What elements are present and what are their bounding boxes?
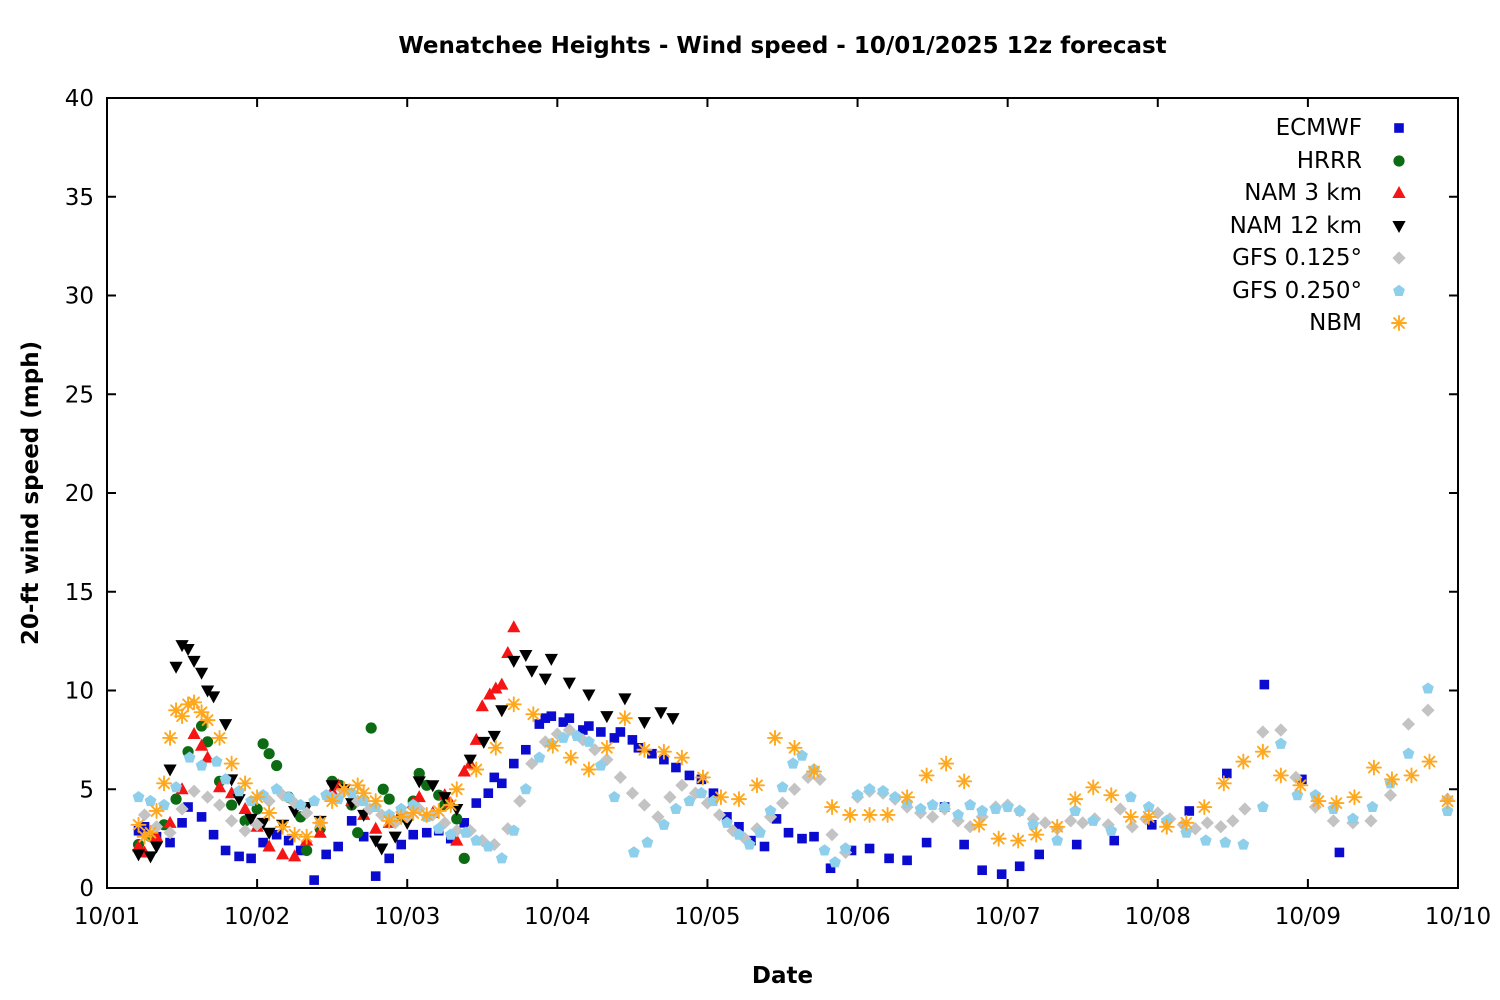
x-axis-ticks: 10/01 10/02 10/03 10/04 10/05 10/06 10/07 10/08… — [74, 98, 1491, 930]
legend: ECMWF HRRR NAM 3 km NAM 12 km GFS 0.125° GFS … — [1230, 112, 1412, 340]
chart-title: Wenatchee Heights - Wind speed - 10/01/2… — [398, 33, 1167, 59]
x-tick-label: 10/07 — [975, 904, 1041, 930]
legend-entry-ecmwf: ECMWF — [1230, 112, 1412, 145]
legend-entry-gfs-0-125: GFS 0.125° — [1230, 242, 1412, 275]
x-tick-label: 10/05 — [674, 904, 740, 930]
legend-label-gfs-0-250: GFS 0.250° — [1232, 277, 1362, 304]
legend-entry-nbm: NBM — [1230, 307, 1412, 340]
legend-entry-gfs-0-250: GFS 0.250° — [1230, 275, 1412, 308]
x-tick-label: 10/01 — [74, 904, 140, 930]
y-axis-ticks: 0 5 10 15 20 25 30 35 40 — [65, 86, 1458, 902]
x-tick-label: 10/03 — [374, 904, 440, 930]
x-tick-label: 10/10 — [1425, 904, 1491, 930]
series-nam-12-km — [131, 640, 680, 864]
series-ecmwf — [133, 679, 1345, 885]
y-tick-label: 40 — [65, 86, 94, 112]
y-tick-label: 10 — [65, 679, 94, 705]
legend-marker-asterisk-icon — [1386, 310, 1412, 336]
legend-marker-triangle-down-icon — [1386, 213, 1412, 239]
legend-label-nam-12-km: NAM 12 km — [1229, 212, 1362, 239]
legend-label-nam-3-km: NAM 3 km — [1244, 180, 1362, 207]
legend-label-gfs-0-125: GFS 0.125° — [1232, 245, 1362, 272]
y-tick-label: 35 — [65, 185, 94, 211]
x-tick-label: 10/02 — [224, 904, 290, 930]
legend-entry-hrrr: HRRR — [1230, 145, 1412, 178]
legend-marker-diamond-icon — [1386, 245, 1412, 271]
legend-marker-circle-icon — [1386, 148, 1412, 174]
legend-marker-triangle-up-icon — [1386, 180, 1412, 206]
y-tick-label: 30 — [65, 284, 94, 310]
legend-marker-pentagon-icon — [1386, 278, 1412, 304]
legend-marker-square-icon — [1386, 115, 1412, 141]
y-tick-label: 0 — [79, 876, 94, 902]
x-axis-label: Date — [751, 963, 814, 989]
legend-label-ecmwf: ECMWF — [1275, 115, 1362, 142]
legend-label-hrrr: HRRR — [1296, 147, 1362, 174]
y-tick-label: 15 — [65, 580, 94, 606]
y-tick-label: 20 — [65, 481, 94, 507]
x-tick-label: 10/06 — [824, 904, 890, 930]
legend-entry-nam-3-km: NAM 3 km — [1230, 177, 1412, 210]
legend-entry-nam-12-km: NAM 12 km — [1230, 210, 1412, 243]
legend-label-nbm: NBM — [1309, 310, 1362, 337]
x-tick-label: 10/04 — [524, 904, 590, 930]
series-gfs-0-250 — [132, 682, 1454, 868]
y-tick-label: 5 — [79, 777, 94, 803]
x-tick-label: 10/08 — [1125, 904, 1191, 930]
y-tick-label: 25 — [65, 382, 94, 408]
x-tick-label: 10/09 — [1275, 904, 1341, 930]
series-nbm — [130, 694, 1456, 849]
